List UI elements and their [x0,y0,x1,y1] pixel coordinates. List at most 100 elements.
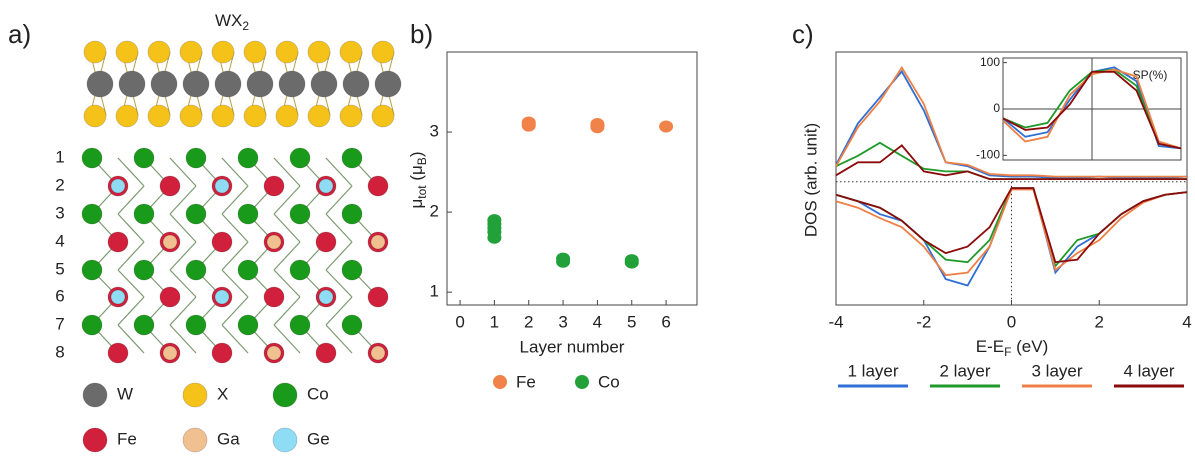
legend-label: 4 layer [1123,361,1174,380]
atom [162,234,178,250]
atom [133,147,155,169]
bond [221,269,249,298]
atom [211,342,233,364]
layer-label: 5 [55,259,64,278]
atom [107,231,129,253]
atom [147,40,171,64]
atom [339,104,363,128]
label-sub: tot [415,185,429,199]
inset-y-tick-label: -100 [976,148,1000,162]
atom [341,147,363,169]
atom [272,427,298,453]
atom [118,70,146,98]
atom [82,427,108,453]
atom [367,175,389,197]
y-tick-label: 1 [430,282,439,301]
atom [107,342,129,364]
legend-label: W [117,384,133,403]
atom [182,427,208,453]
atom [266,234,282,250]
atom [339,40,363,64]
x-tick-label: 6 [661,312,670,331]
legend-label: Fe [516,372,536,391]
atom [341,259,363,281]
atom [214,70,242,98]
layer-label: 8 [55,342,64,361]
bond [117,213,145,243]
bond [221,241,249,271]
bond [325,269,353,298]
bond [117,269,145,298]
bond [273,324,301,354]
y-tick-label: 3 [430,122,439,141]
atom [133,314,155,336]
bond [325,185,353,215]
atom [133,259,155,281]
bond [325,296,353,326]
bond [169,185,197,215]
layer-label: 1 [55,147,64,166]
atom [342,70,370,98]
bond [221,324,249,354]
x-tick-label: 0 [1007,312,1016,331]
bond [221,296,249,326]
bond [117,241,145,271]
atom [263,175,285,197]
panel-c: DOS (arb. unit) E-EF (eV) -4 -2 0 2 4 1 layer… [801,51,1192,388]
atom [182,70,210,98]
sp-line [1002,71,1182,150]
atom [237,259,259,281]
bond [169,324,197,354]
legend-label: Co [307,384,329,403]
y-tick-label: 2 [430,202,439,221]
point [624,254,639,267]
atom [310,70,338,98]
atom [237,203,259,225]
bond [325,324,353,354]
legend-label: Co [598,372,620,391]
atom [370,345,386,361]
atom [179,40,203,64]
bond [221,185,249,215]
atom [289,203,311,225]
atom [115,104,139,128]
bond [273,241,301,271]
atom [182,382,208,408]
atom [147,104,171,128]
atom [237,147,259,169]
inset-y-tick-label: 100 [980,55,1000,69]
atom [179,104,203,128]
atom [371,40,395,64]
atom [162,345,178,361]
bond [325,241,353,271]
atom [374,70,402,98]
bond [169,296,197,326]
bond [221,213,249,243]
x-tick-label: 5 [627,312,636,331]
bond [117,157,145,187]
atom [318,178,334,194]
y-axis-label: DOS (arb. unit) [801,123,820,237]
atom [341,314,363,336]
x-tick-label: 2 [524,312,533,331]
bond [117,324,145,354]
legend-marker [575,375,589,389]
atom [81,203,103,225]
layer-label: 7 [55,314,64,333]
x-tick-label: -2 [916,312,931,331]
structure-title: WX2 [215,11,249,33]
label-sub: B [415,157,429,165]
legend-label: Ga [217,429,240,448]
atom [318,289,334,305]
legend-label: 1 layer [847,361,898,380]
x-tick-label: 1 [490,312,499,331]
bond [169,241,197,271]
legend-label: 2 layer [939,361,990,380]
structure: 1 2 3 4 5 6 7 8 W X Co Fe Ga Ge [55,40,402,453]
panel-label: c) [792,19,814,49]
point [590,118,605,131]
atom [214,178,230,194]
bond [273,269,301,298]
